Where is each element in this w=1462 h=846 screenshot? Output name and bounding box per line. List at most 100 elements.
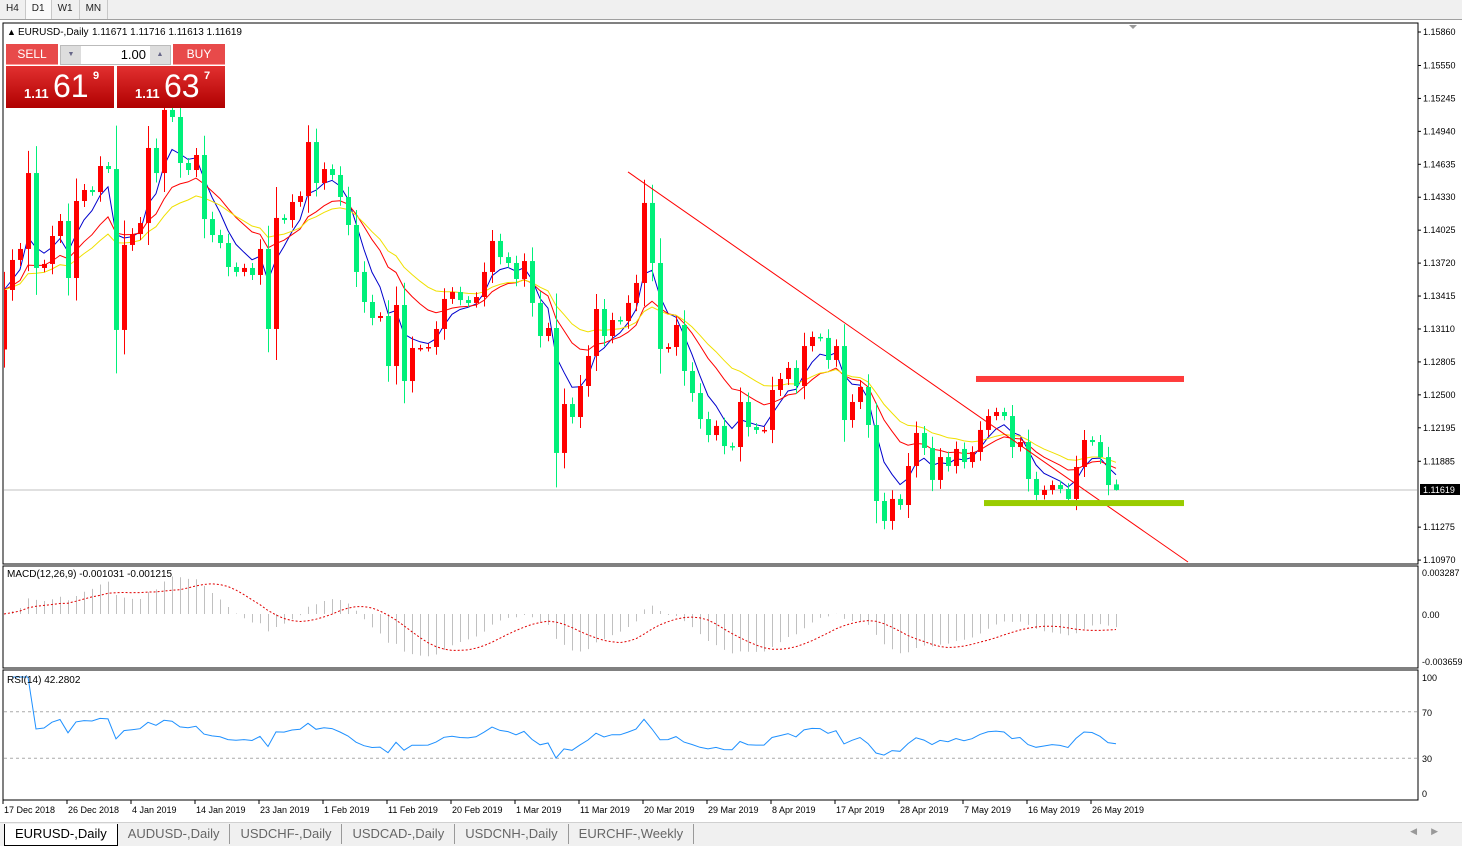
price-tick-label: 1.10970 [1423,555,1456,565]
candle-body [794,367,799,386]
price-tick-label: 1.15860 [1423,27,1456,37]
candle-body [330,169,335,175]
date-tick-label: 20 Feb 2019 [452,805,503,815]
candle-body [674,324,679,348]
timeframe-w1[interactable]: W1 [52,0,80,19]
sell-price[interactable]: 1.11 61 9 [6,66,114,108]
current-price-label: 1.11619 [1423,485,1455,495]
lot-decrease-icon[interactable]: ▼ [61,46,81,64]
buy-price[interactable]: 1.11 63 7 [117,66,225,108]
candle-body [802,346,807,386]
buy-price-fraction: 7 [204,70,211,82]
price-tick-label: 1.11885 [1423,456,1455,466]
sell-button[interactable]: SELL [6,44,58,65]
macd-tick-label: 0.003287 [1422,568,1460,578]
macd-panel-frame [2,565,1419,669]
candle-body [242,267,247,272]
candle-body [498,240,503,258]
date-tick-label: 4 Jan 2019 [132,805,177,815]
rsi-panel [4,676,1417,759]
candle-body [962,448,967,463]
candle-body [882,501,887,521]
candle-body [426,347,431,349]
tab-eurchf-weekly[interactable]: EURCHF-,Weekly [569,824,695,844]
shift-marker-icon[interactable] [1129,25,1137,29]
candle-body [914,432,919,467]
scroll-left-icon[interactable]: ◀ [1410,826,1432,836]
candle-body [154,147,159,174]
candle-body [146,147,151,224]
candle-body [594,308,599,356]
timeframe-d1[interactable]: D1 [25,0,52,19]
candle-body [482,271,487,298]
tab-eurusd-daily[interactable]: EURUSD-,Daily [4,824,118,846]
candle-body [778,378,783,390]
chart-ohlc-label: 1.11671 1.11716 1.11613 1.11619 [92,27,242,38]
rsi-tick-label: 70 [1422,708,1432,718]
macd-label: MACD(12,26,9) -0.001031 -0.001215 [7,569,173,580]
candle-body [570,404,575,417]
candle-body [1034,478,1039,495]
macd-tick-label: -0.003659 [1422,657,1462,667]
timeframe-h4[interactable]: H4 [0,0,26,19]
candle-body [386,316,391,367]
candle-body [338,174,343,198]
support-zone [984,500,1184,507]
price-tick-label: 1.12805 [1423,357,1456,367]
collapse-triangle-icon[interactable]: ▲ [7,27,16,37]
candle-body [194,155,199,171]
lot-size-input[interactable]: 1.00 [120,47,146,62]
candle-body [306,142,311,197]
candle-body [850,401,855,421]
tab-scroll-arrows[interactable]: ◀▶ [1410,826,1452,837]
candle-body [1074,466,1079,499]
rsi-panel-frame [2,669,1419,801]
one-click-trading-panel: SELL ▼ 1.00 ▲ BUY 1.11 61 9 1.11 63 7 [6,44,225,108]
candle-body [906,466,911,506]
price-tick-label: 1.15550 [1423,60,1456,70]
candle-body [450,292,455,299]
buy-button[interactable]: BUY [173,44,225,65]
candle-body [714,425,719,436]
candle-body [650,202,655,263]
price-tick-label: 1.13720 [1423,258,1456,268]
candle-body [210,219,215,236]
lot-size-stepper[interactable]: ▼ 1.00 ▲ [60,45,171,65]
scroll-right-icon[interactable]: ▶ [1431,826,1452,836]
rsi-tick-label: 100 [1422,673,1437,683]
tab-usdcnh-daily[interactable]: USDCNH-,Daily [455,824,569,844]
timeframe-mn[interactable]: MN [80,0,109,19]
price-tick-label: 1.14330 [1423,192,1456,202]
price-tick-label: 1.12195 [1423,423,1456,433]
tab-audusd-daily[interactable]: AUDUSD-,Daily [118,824,231,844]
tab-usdchf-daily[interactable]: USDCHF-,Daily [230,824,343,844]
candle-body [322,169,327,183]
candle-body [122,244,127,330]
candle-body [642,202,647,283]
candle-body [602,308,607,336]
rsi-label: RSI(14) 42.2802 [7,675,81,686]
candle-body [994,412,999,417]
macd-tick-label: 0.00 [1422,610,1440,620]
candle-body [730,446,735,448]
date-tick-label: 11 Feb 2019 [388,805,438,815]
price-tick-label: 1.12500 [1423,390,1456,400]
resistance-zone [976,375,1184,382]
candle-body [538,302,543,336]
axes: 1.15860 1.15550 1.15245 1.14940 1.14635 1.143… [2,27,1462,815]
candle-body [370,301,375,318]
macd-signal-line [3,583,1117,651]
candle-body [402,305,407,382]
date-tick-label: 26 Dec 2018 [68,805,119,815]
candle-body [274,217,279,329]
candle-body [98,166,103,193]
chart-area[interactable]: 1.15860 1.15550 1.15245 1.14940 1.14635 1.143… [0,21,1462,821]
candle-body [234,266,239,272]
candle-body [186,162,191,171]
buy-price-prefix: 1.11 [135,86,160,101]
candle-body [626,302,631,321]
tab-usdcad-daily[interactable]: USDCAD-,Daily [342,824,456,844]
candle-body [170,109,175,117]
candle-body [874,424,879,502]
lot-increase-icon[interactable]: ▲ [150,46,170,64]
